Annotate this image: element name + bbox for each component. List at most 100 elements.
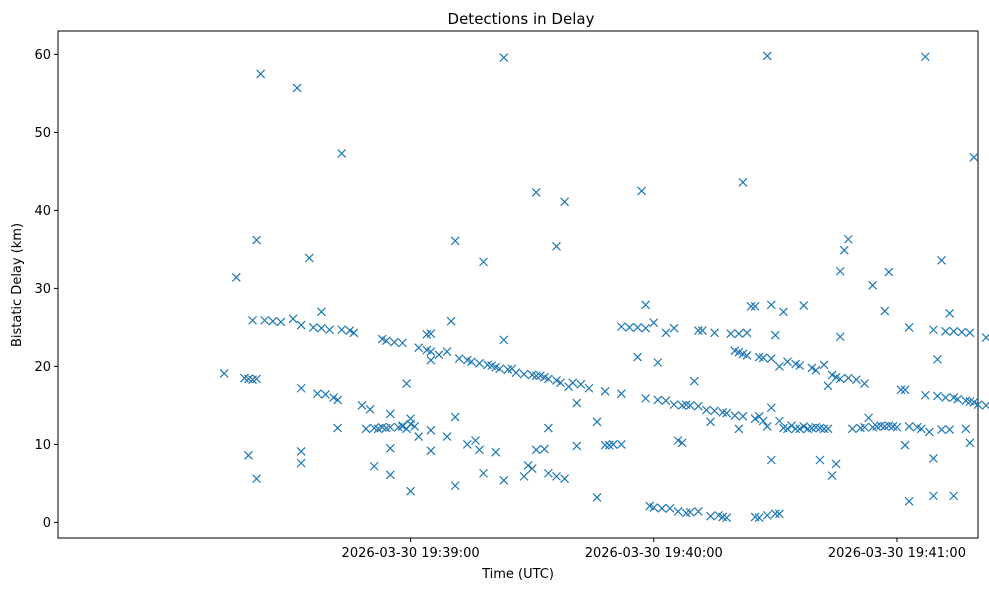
data-point bbox=[475, 358, 484, 368]
data-point bbox=[937, 425, 946, 435]
data-points bbox=[219, 51, 989, 523]
data-point bbox=[762, 510, 772, 520]
data-point bbox=[406, 486, 416, 496]
data-point bbox=[519, 471, 529, 481]
data-point bbox=[466, 357, 476, 367]
data-point bbox=[552, 376, 561, 385]
data-point bbox=[734, 329, 744, 339]
data-point bbox=[633, 322, 642, 332]
data-point bbox=[426, 355, 436, 365]
data-point bbox=[827, 370, 837, 380]
data-point bbox=[608, 439, 618, 449]
data-point bbox=[779, 307, 788, 317]
data-point bbox=[260, 315, 270, 325]
data-point bbox=[231, 273, 241, 282]
data-point bbox=[677, 438, 687, 448]
data-point bbox=[556, 378, 565, 388]
data-point bbox=[981, 333, 989, 342]
data-point bbox=[499, 53, 509, 62]
data-point bbox=[766, 403, 776, 413]
data-point bbox=[296, 320, 306, 330]
data-point bbox=[665, 503, 675, 513]
data-point bbox=[750, 414, 760, 424]
data-point bbox=[592, 493, 602, 502]
data-point bbox=[434, 350, 444, 360]
x-axis: 2026-03-30 19:39:00 2026-03-30 19:40:00 20… bbox=[342, 538, 966, 561]
data-point bbox=[766, 354, 776, 364]
data-point bbox=[369, 461, 379, 471]
x-tick-label: 2026-03-30 19:39:00 bbox=[342, 546, 480, 561]
data-point bbox=[637, 186, 647, 196]
data-point bbox=[965, 438, 975, 448]
data-point bbox=[945, 308, 955, 318]
data-point bbox=[799, 301, 809, 310]
y-tick-label: 10 bbox=[34, 438, 51, 453]
y-tick-label: 40 bbox=[34, 204, 51, 219]
data-point bbox=[325, 325, 334, 335]
data-point bbox=[892, 422, 902, 432]
data-point bbox=[560, 474, 570, 484]
data-point bbox=[884, 267, 894, 277]
data-point bbox=[552, 471, 561, 481]
data-point bbox=[495, 364, 505, 374]
data-point bbox=[880, 306, 890, 316]
data-point bbox=[296, 446, 306, 456]
plot-area: 2026-03-30 19:39:00 2026-03-30 19:40:00 20… bbox=[34, 30, 989, 561]
data-point bbox=[710, 328, 719, 338]
data-point bbox=[337, 149, 347, 158]
data-point bbox=[531, 371, 541, 381]
data-point bbox=[649, 318, 659, 328]
data-point bbox=[904, 496, 914, 506]
data-point bbox=[685, 507, 695, 517]
data-point bbox=[398, 338, 407, 348]
data-point bbox=[697, 326, 707, 335]
data-point bbox=[657, 503, 667, 513]
y-tick-label: 50 bbox=[34, 126, 51, 141]
data-point bbox=[446, 316, 456, 326]
data-point bbox=[268, 316, 278, 326]
data-point bbox=[933, 391, 942, 401]
data-point bbox=[722, 513, 732, 523]
data-point bbox=[689, 376, 699, 386]
data-point bbox=[770, 509, 780, 519]
data-point bbox=[292, 83, 302, 93]
data-point bbox=[953, 394, 963, 404]
data-point bbox=[560, 197, 570, 207]
data-point bbox=[965, 328, 975, 338]
data-point bbox=[706, 417, 715, 427]
data-point bbox=[835, 332, 845, 342]
data-point bbox=[385, 443, 395, 453]
data-point bbox=[519, 369, 529, 379]
data-point bbox=[746, 301, 756, 311]
data-point bbox=[868, 280, 878, 290]
data-point bbox=[527, 464, 537, 474]
data-point bbox=[843, 373, 853, 383]
data-point bbox=[896, 385, 906, 395]
data-point bbox=[973, 400, 983, 410]
data-point bbox=[807, 363, 817, 373]
data-point bbox=[584, 383, 594, 393]
data-point bbox=[600, 386, 610, 396]
x-axis-title: Time (UTC) bbox=[481, 567, 554, 582]
data-point bbox=[337, 325, 347, 335]
data-point bbox=[819, 424, 829, 434]
data-point bbox=[479, 257, 488, 267]
data-point bbox=[774, 509, 784, 519]
plot-frame bbox=[57, 30, 979, 539]
data-point bbox=[402, 379, 411, 388]
data-point bbox=[252, 235, 262, 245]
data-point bbox=[426, 329, 436, 339]
data-point bbox=[426, 425, 436, 435]
data-point bbox=[815, 455, 825, 465]
data-point bbox=[961, 424, 971, 434]
data-point bbox=[592, 417, 602, 427]
data-point bbox=[734, 424, 744, 434]
data-point bbox=[916, 424, 926, 434]
data-point bbox=[706, 511, 715, 521]
data-point bbox=[252, 474, 262, 484]
data-point bbox=[616, 322, 626, 332]
data-point bbox=[531, 188, 541, 197]
data-point bbox=[669, 400, 679, 410]
y-tick-label: 20 bbox=[34, 360, 51, 375]
data-point bbox=[928, 491, 938, 501]
